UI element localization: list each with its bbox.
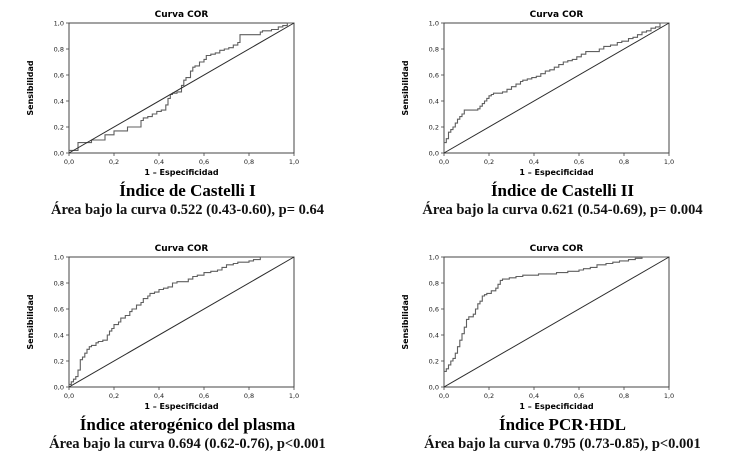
plot-frame: [443, 22, 669, 154]
caption-title: Índice de Castelli II: [490, 181, 635, 200]
y-tick-label: 1,0: [53, 253, 63, 261]
chart-title: Curva COR: [529, 10, 583, 20]
x-axis-label: 1 – Especificidad: [519, 168, 594, 177]
y-tick-label: 0,2: [53, 357, 63, 365]
roc-chart-castelli-1: Curva COR Sensibilidad 1 – Especificidad…: [26, 10, 299, 177]
caption-title: Índice PCR·HDL: [498, 415, 627, 434]
plot-frame: [68, 256, 294, 388]
caption-title: Índice de Castelli I: [119, 181, 256, 200]
y-tick-label: 0,4: [53, 331, 63, 339]
y-tick-label: 0,2: [428, 357, 438, 365]
x-tick-label: 0,6: [198, 392, 208, 400]
x-tick-label: 0,6: [573, 392, 583, 400]
y-tick-label: 0,6: [428, 71, 438, 79]
x-tick-label: 0,8: [243, 392, 253, 400]
caption-auc-stats: Área bajo la curva 0.694 (0.62-0.76), p<…: [49, 436, 326, 453]
caption: Índice aterogénico del plasma Área bajo …: [49, 414, 326, 453]
x-tick-label: 0,4: [528, 158, 538, 166]
roc-curve: [442, 256, 669, 387]
y-tick-label: 0,8: [53, 45, 63, 53]
roc-curve: [442, 22, 669, 153]
caption: Índice de Castelli II Área bajo la curva…: [422, 180, 702, 219]
x-tick-label: 1,0: [288, 158, 298, 166]
reference-diagonal-line: [443, 22, 669, 154]
y-tick-label: 0,8: [428, 45, 438, 53]
roc-curve: [67, 22, 294, 153]
plot-frame: [68, 22, 294, 154]
y-tick-label: 0,0: [428, 383, 438, 391]
y-tick-label: 0,0: [53, 149, 63, 157]
x-tick-label: 0,8: [618, 158, 628, 166]
y-tick-label: 0,8: [428, 279, 438, 287]
reference-diagonal-line: [443, 256, 669, 388]
roc-chart-pcr-hdl: Curva COR Sensibilidad 1 – Especificidad…: [401, 244, 674, 411]
caption-title: Índice aterogénico del plasma: [79, 415, 296, 434]
y-tick-label: 0,6: [428, 305, 438, 313]
x-tick-label: 0,2: [108, 158, 118, 166]
x-tick-label: 0,8: [243, 158, 253, 166]
x-tick-label: 0,4: [153, 158, 163, 166]
chart-title: Curva COR: [154, 10, 208, 20]
x-tick-label: 1,0: [663, 158, 673, 166]
roc-chart-aterogenico: Curva COR Sensibilidad 1 – Especificidad…: [26, 244, 299, 411]
caption: Índice PCR·HDL Área bajo la curva 0.795 …: [424, 414, 701, 453]
y-tick-label: 0,6: [53, 305, 63, 313]
x-tick-label: 0,2: [108, 392, 118, 400]
x-tick-label: 0,8: [618, 392, 628, 400]
y-tick-label: 0,0: [428, 149, 438, 157]
reference-diagonal-line: [68, 256, 294, 388]
y-tick-label: 1,0: [428, 19, 438, 27]
panel-pcr-hdl: Curva COR Sensibilidad 1 – Especificidad…: [375, 234, 750, 469]
x-axis-label: 1 – Especificidad: [519, 402, 594, 411]
y-tick-label: 0,2: [428, 123, 438, 131]
x-tick-label: 0,2: [483, 392, 493, 400]
panel-castelli-1: Curva COR Sensibilidad 1 – Especificidad…: [0, 0, 375, 234]
y-tick-label: 1,0: [428, 253, 438, 261]
x-tick-label: 0,4: [153, 392, 163, 400]
y-tick-label: 0,6: [53, 71, 63, 79]
y-axis-label: Sensibilidad: [401, 294, 410, 349]
x-tick-label: 0,6: [573, 158, 583, 166]
x-tick-label: 0,0: [438, 392, 448, 400]
x-tick-label: 0,6: [198, 158, 208, 166]
y-axis-label: Sensibilidad: [401, 60, 410, 115]
roc-curve: [67, 256, 294, 387]
panel-aterogenico: Curva COR Sensibilidad 1 – Especificidad…: [0, 234, 375, 469]
x-axis-label: 1 – Especificidad: [144, 402, 219, 411]
caption-auc-stats: Área bajo la curva 0.621 (0.54-0.69), p=…: [422, 202, 703, 219]
x-tick-label: 0,2: [483, 158, 493, 166]
plot-frame: [443, 256, 669, 388]
y-tick-label: 0,4: [53, 97, 63, 105]
y-tick-label: 1,0: [53, 19, 63, 27]
x-tick-label: 0,0: [63, 158, 73, 166]
y-axis-label: Sensibilidad: [26, 294, 35, 349]
caption-auc-stats: Área bajo la curva 0.795 (0.73-0.85), p<…: [424, 436, 701, 453]
y-tick-label: 0,2: [53, 123, 63, 131]
x-tick-label: 1,0: [663, 392, 673, 400]
y-tick-label: 0,4: [428, 97, 438, 105]
x-tick-label: 0,0: [438, 158, 448, 166]
panel-castelli-2: Curva COR Sensibilidad 1 – Especificidad…: [375, 0, 750, 234]
reference-diagonal-line: [68, 22, 294, 154]
chart-title: Curva COR: [154, 244, 208, 254]
caption-auc-stats: Área bajo la curva 0.522 (0.43-0.60), p=…: [50, 202, 324, 219]
caption: Índice de Castelli I Área bajo la curva …: [51, 180, 324, 219]
chart-title: Curva COR: [529, 244, 583, 254]
y-tick-label: 0,8: [53, 279, 63, 287]
y-axis-label: Sensibilidad: [26, 60, 35, 115]
roc-chart-castelli-2: Curva COR Sensibilidad 1 – Especificidad…: [401, 10, 674, 177]
x-tick-label: 0,4: [528, 392, 538, 400]
y-tick-label: 0,0: [53, 383, 63, 391]
y-tick-label: 0,4: [428, 331, 438, 339]
x-tick-label: 0,0: [63, 392, 73, 400]
x-tick-label: 1,0: [288, 392, 298, 400]
x-axis-label: 1 – Especificidad: [144, 168, 219, 177]
